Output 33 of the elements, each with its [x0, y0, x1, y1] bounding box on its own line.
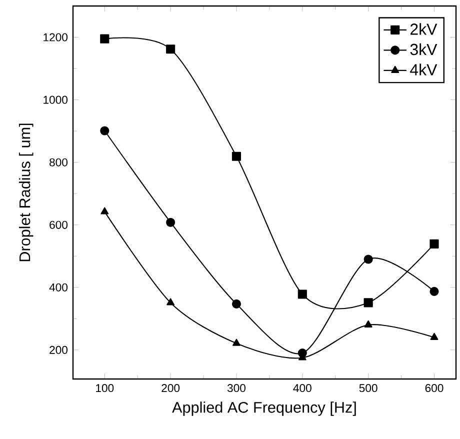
x-tick-label: 200: [162, 384, 180, 392]
x-tick-label: 300: [227, 384, 246, 392]
legend-label: 4kV: [410, 64, 438, 76]
point: [430, 332, 438, 340]
point: [364, 254, 373, 264]
y-tick-label: 1200: [44, 33, 68, 42]
point: [100, 126, 110, 136]
point: [232, 152, 242, 161]
point: [430, 286, 439, 296]
y-tick-label: 1000: [44, 96, 68, 104]
y-axis-title: Droplet Radius [ um]: [18, 124, 34, 262]
y-tick-label: 400: [49, 283, 68, 292]
point: [100, 34, 110, 44]
x-axis-title: Applied AC Frequency [Hz]: [172, 402, 356, 416]
x-tick-label: 500: [359, 384, 378, 392]
point: [166, 298, 175, 306]
point: [166, 218, 176, 227]
x-tick-label: 600: [425, 384, 444, 392]
legend-label: 2kV: [410, 23, 438, 35]
x-tick-label: 400: [293, 384, 312, 392]
point: [430, 239, 439, 248]
x-tick-label: 100: [96, 384, 114, 392]
y-tick-label: 200: [50, 346, 68, 354]
point: [232, 338, 240, 346]
point: [166, 44, 176, 54]
legend-label: 3kV: [410, 43, 438, 56]
point: [364, 298, 373, 308]
point: [364, 320, 372, 328]
point: [100, 207, 109, 214]
y-tick-label: 800: [50, 158, 68, 166]
point: [232, 299, 242, 308]
point: [298, 290, 307, 299]
y-tick-label: 600: [50, 220, 68, 229]
